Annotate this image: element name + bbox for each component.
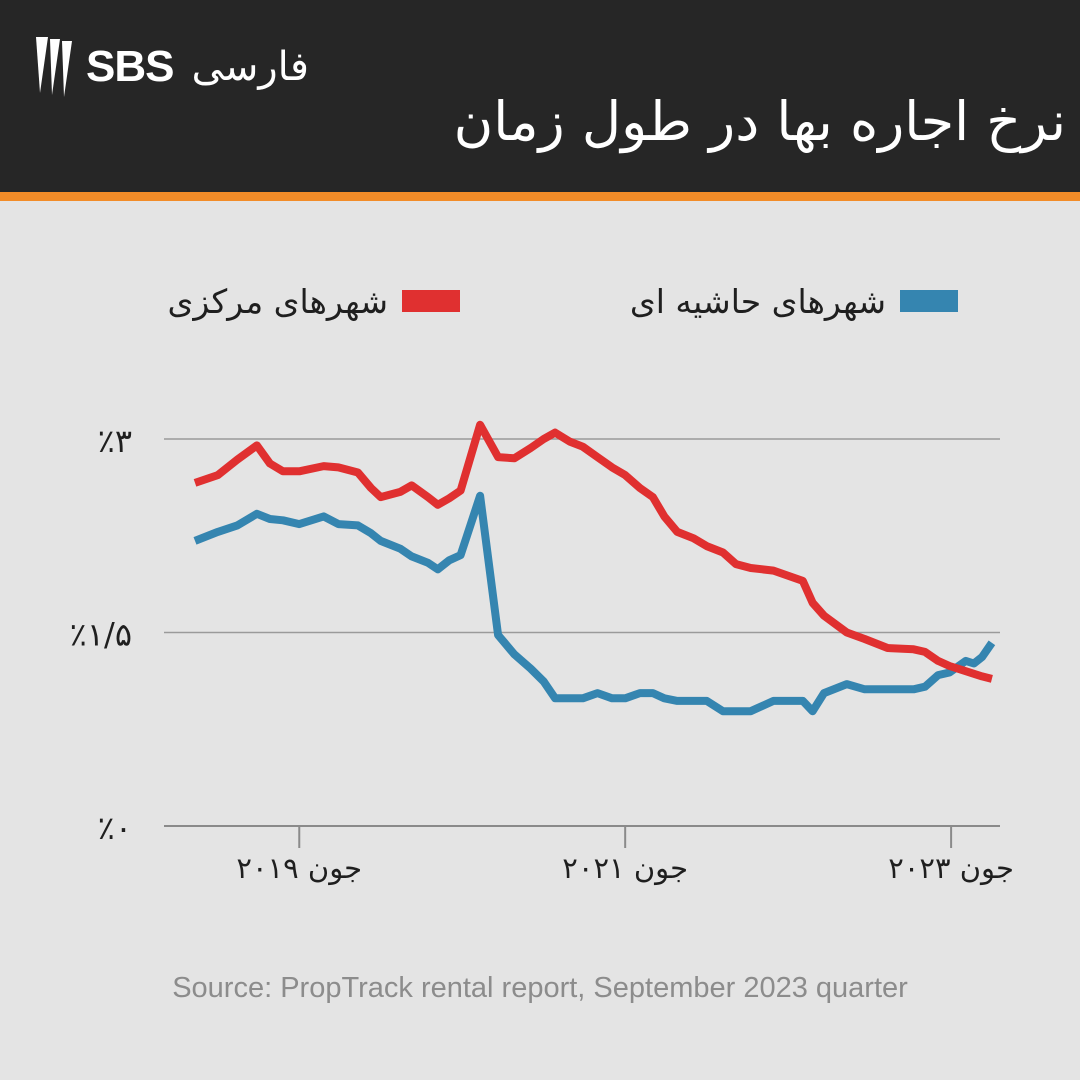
legend-item-regional: شهرهای حاشیه ای <box>630 276 958 326</box>
y-tick-label: ٪۰ <box>98 809 132 847</box>
x-tick-label: جون ۲۰۱۹ <box>236 851 362 885</box>
brand-name: SBS <box>86 42 174 91</box>
page-title: نرخ اجاره بها در طول زمان <box>453 90 1066 153</box>
legend-label-capital: شهرهای مرکزی <box>167 281 388 321</box>
legend-swatch-capital <box>402 290 460 312</box>
series-line-regional <box>193 491 996 716</box>
brand-sub: فارسی <box>191 44 309 90</box>
y-tick-label: ٪۱/۵ <box>70 616 132 654</box>
legend-label-regional: شهرهای حاشیه ای <box>629 281 886 321</box>
header-bar <box>0 0 1080 192</box>
legend-swatch-regional <box>900 290 958 312</box>
source-note: Source: PropTrack rental report, Septemb… <box>172 972 908 1004</box>
sbs-logo: SBS فارسی <box>30 32 309 102</box>
header-accent-rule <box>0 192 1080 201</box>
series-line-capital <box>193 420 993 683</box>
legend-item-capital: شهرهای مرکزی <box>168 276 460 326</box>
sbs-logo-icon <box>36 37 72 97</box>
x-tick-label: جون ۲۰۲۳ <box>888 851 1014 885</box>
y-tick-label: ٪۳ <box>98 422 132 460</box>
x-tick-label: جون ۲۰۲۱ <box>562 851 688 885</box>
